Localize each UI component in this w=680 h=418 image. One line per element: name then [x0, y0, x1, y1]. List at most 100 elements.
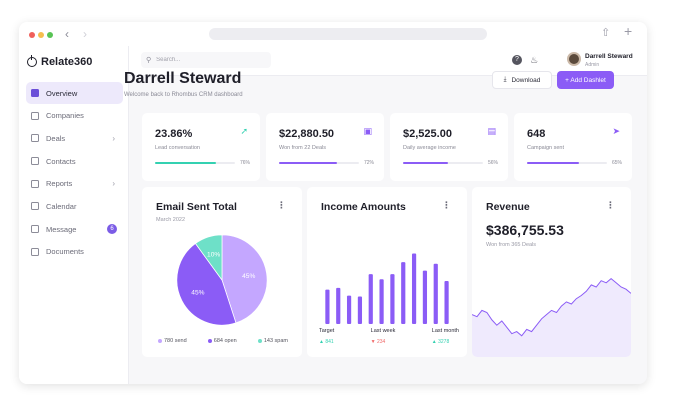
legend-item: 143 spam — [257, 338, 288, 344]
stat-card-lead-conversion: 23.86% Lead conversation ➚ 76% — [142, 113, 260, 181]
stat-card-daily-income: $2,525.00 Daily average income ▤ 56% — [390, 113, 508, 181]
summary-label: Target — [319, 328, 335, 334]
income-bar — [401, 262, 406, 324]
income-bar — [379, 279, 384, 324]
stat-label: Won from 22 Deals — [279, 145, 326, 151]
income-bar — [357, 296, 363, 324]
income-bar — [346, 295, 352, 324]
revenue-panel: Revenue ⋮ $386,755.53 Won from 365 Deals — [472, 187, 631, 357]
stat-value: $2,525.00 — [403, 128, 452, 140]
page-title: Darrell Steward — [124, 70, 242, 87]
more-options-icon[interactable]: ⋮ — [277, 200, 286, 210]
legend-label: 780 send — [164, 338, 187, 344]
grid-icon — [31, 89, 39, 97]
income-bar — [422, 270, 428, 324]
forward-arrow-icon[interactable]: › — [83, 27, 87, 41]
briefcase-icon — [31, 134, 39, 143]
address-bar[interactable] — [209, 28, 487, 40]
stat-label: Campaign sent — [527, 145, 564, 151]
more-options-icon[interactable]: ⋮ — [442, 200, 451, 210]
sidebar-item-label: Deals — [46, 133, 66, 143]
sidebar-item-documents[interactable]: Documents — [26, 241, 123, 263]
user-name[interactable]: Darrell Steward — [585, 53, 633, 60]
income-summary-last-week: Last week ▼ 234 — [371, 328, 396, 345]
help-icon[interactable]: ? — [512, 55, 522, 65]
panel-title: Revenue — [486, 201, 530, 213]
minimize-window-dot[interactable] — [38, 32, 44, 38]
sidebar-item-overview[interactable]: Overview — [26, 82, 123, 104]
summary-value: 841 — [325, 339, 334, 345]
mail-icon — [31, 225, 39, 234]
legend-item: 780 send — [158, 338, 187, 344]
search-input[interactable] — [156, 57, 257, 63]
stat-progress-bar — [155, 162, 235, 164]
briefcase-icon: ▣ — [363, 126, 372, 136]
stat-percent: 56% — [488, 160, 499, 166]
download-label: Download — [511, 76, 541, 84]
income-summary-target: Target ▲ 841 — [319, 328, 334, 345]
sidebar-nav: Overview Companies Deals › Contacts Repo… — [26, 82, 123, 264]
stat-percent: 76% — [240, 160, 251, 166]
stat-value: 23.86% — [155, 128, 193, 140]
pie-legend: 780 send 684 open 143 spam — [158, 338, 288, 344]
chevron-right-icon: › — [112, 133, 115, 143]
summary-label: Last month — [431, 328, 459, 334]
sidebar-item-companies[interactable]: Companies — [26, 105, 123, 127]
stat-value: $22,880.50 — [279, 128, 335, 140]
more-options-icon[interactable]: ⋮ — [606, 200, 615, 210]
sidebar-item-deals[interactable]: Deals › — [26, 127, 123, 149]
avatar[interactable] — [567, 52, 581, 66]
search-icon: ⚲ — [146, 57, 152, 64]
send-icon: ➤ — [612, 126, 620, 136]
summary-value-down: ▼ 234 — [370, 339, 386, 345]
back-arrow-icon[interactable]: ‹ — [65, 27, 69, 41]
revenue-subtitle: Won from 365 Deals — [486, 242, 537, 248]
brand-logo[interactable]: Relate360 — [27, 55, 93, 68]
power-icon — [27, 55, 37, 67]
close-window-dot[interactable] — [29, 32, 35, 38]
browser-chrome: ‹ › ⇧ + — [19, 22, 647, 46]
revenue-value: $386,755.53 — [486, 222, 564, 238]
maximize-window-dot[interactable] — [47, 32, 53, 38]
email-pie-chart: 45% 45% 10% — [176, 234, 268, 326]
sidebar-item-label: Message — [46, 224, 77, 234]
pie-slice — [176, 242, 237, 326]
wallet-icon: ▤ — [487, 126, 496, 136]
stat-progress-bar — [527, 162, 607, 164]
income-bar — [368, 274, 373, 324]
new-tab-icon[interactable]: + — [624, 23, 633, 39]
message-count-badge: 6 — [107, 224, 117, 235]
sidebar-item-reports[interactable]: Reports › — [26, 173, 123, 195]
income-bar — [444, 281, 449, 324]
stat-card-campaign-sent: 648 Campaign sent ➤ 65% — [514, 113, 632, 181]
income-summary: Target ▲ 841 Last week ▼ 234 Last month … — [319, 328, 459, 345]
download-button[interactable]: ⤓ Download — [492, 71, 552, 89]
income-summary-last-month: Last month ▲ 3278 — [432, 328, 459, 345]
pie-slice — [194, 234, 223, 282]
sidebar-item-label: Reports — [46, 179, 73, 189]
income-bar — [325, 289, 330, 324]
sidebar-item-message[interactable]: Message 6 — [26, 218, 123, 240]
chevron-right-icon: › — [112, 179, 115, 189]
building-icon — [31, 111, 39, 120]
document-icon — [31, 247, 39, 256]
stat-progress-fill — [403, 162, 448, 164]
legend-label: 684 open — [213, 338, 237, 344]
income-bar — [390, 274, 395, 324]
summary-value: 3278 — [438, 339, 450, 345]
trend-up-icon: ➚ — [240, 126, 248, 136]
stat-card-won-deals: $22,880.50 Won from 22 Deals ▣ 72% — [266, 113, 384, 181]
legend-swatch — [158, 339, 162, 343]
share-icon[interactable]: ⇧ — [601, 27, 611, 39]
contact-icon — [31, 157, 39, 166]
sidebar-item-contacts[interactable]: Contacts — [26, 150, 123, 172]
sidebar-item-calendar[interactable]: Calendar — [26, 195, 123, 217]
revenue-line — [472, 277, 631, 337]
sidebar-item-label: Calendar — [46, 201, 77, 211]
add-dashlet-button[interactable]: + Add Dashlet — [557, 71, 614, 89]
search-box[interactable]: ⚲ — [141, 52, 271, 68]
bell-icon[interactable]: ♨ — [529, 55, 539, 65]
income-bar — [411, 253, 417, 324]
brand-name: Relate360 — [41, 56, 93, 68]
pie-data-label: 45% — [242, 273, 255, 280]
